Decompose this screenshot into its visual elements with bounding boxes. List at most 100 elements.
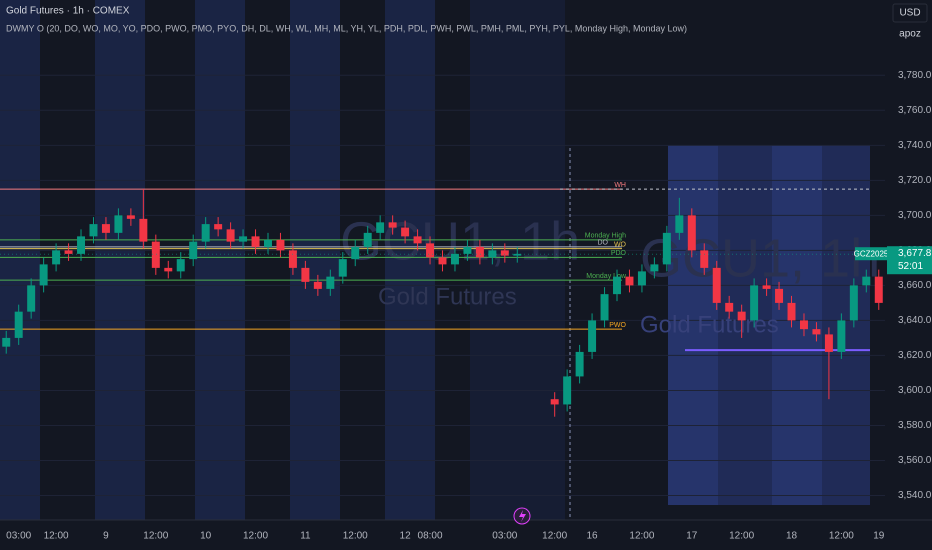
candle-body [874, 276, 883, 303]
candle-body [326, 276, 335, 289]
candle-body [264, 239, 272, 247]
candle-body [164, 267, 173, 272]
user-label: apoz [899, 29, 921, 40]
candle-body [775, 288, 784, 303]
level-label: PWO [609, 322, 626, 329]
candle-body [388, 222, 397, 228]
candle-body [812, 329, 821, 335]
candle-body [64, 250, 73, 254]
level-label: Monday Low [586, 273, 627, 280]
y-tick-label: 3,660.0 [898, 280, 932, 291]
chart-title: Gold Futures · 1h · COMEX [6, 6, 130, 17]
candle-body [762, 285, 771, 289]
y-tick-label: 3,600.0 [898, 385, 932, 396]
x-tick-label: 03:00 [492, 531, 517, 542]
candle-body [750, 285, 759, 321]
watermark: GCU1, 1h [640, 228, 880, 288]
countdown: 52:01 [898, 261, 923, 272]
currency[interactable]: USD [899, 8, 920, 19]
candle-body [575, 351, 584, 377]
y-tick-label: 3,720.0 [898, 175, 932, 186]
candle-body [613, 276, 621, 295]
watermark: Gold Futures [378, 283, 517, 310]
symbol-tag-bg [855, 247, 887, 261]
candle-body [126, 215, 135, 219]
candle-body [151, 241, 160, 268]
y-tick-label: 3,700.0 [898, 210, 932, 221]
candle-body [725, 302, 734, 312]
candle-body [700, 250, 709, 268]
candle-body [862, 276, 871, 286]
candle-body [338, 259, 347, 277]
x-tick-label: 12:00 [44, 531, 69, 542]
candle-body [675, 215, 684, 233]
candle-body [662, 232, 671, 265]
grid [0, 74, 885, 496]
last-price: 3,677.8 [898, 248, 932, 259]
candle-body [438, 257, 447, 265]
candle-body [787, 302, 796, 321]
candle-body [625, 276, 634, 286]
candle-body [463, 246, 472, 254]
x-tick-label: 12:00 [243, 531, 268, 542]
y-tick-label: 3,560.0 [898, 455, 932, 466]
candle-body [288, 250, 297, 268]
y-tick-label: 3,780.0 [898, 70, 932, 81]
candle-body [351, 246, 360, 260]
indicator-label: DWMY O (20, DO, WO, MO, YO, PDO, PWO, PM… [6, 23, 687, 33]
candle-body [14, 311, 23, 338]
event-icon-bolt [519, 510, 526, 522]
y-tick-label: 3,740.0 [898, 140, 932, 151]
candle-body [251, 236, 260, 247]
price-axis [885, 0, 932, 550]
session-band [290, 0, 340, 520]
x-tick-label: 12:00 [343, 531, 368, 542]
candle-body [500, 250, 509, 256]
x-tick-label: 19 [873, 531, 885, 542]
symbol-tag: GCZ2025 [854, 249, 889, 258]
candle-body [101, 224, 110, 233]
x-tick-label: 12:00 [143, 531, 168, 542]
level-label: WO [614, 241, 627, 248]
candle-body [2, 337, 11, 347]
session-band [385, 0, 435, 520]
candle-body [588, 320, 597, 352]
x-tick-label: 12:00 [729, 531, 754, 542]
y-tick-label: 3,540.0 [898, 490, 932, 501]
candle-body [313, 281, 322, 289]
x-tick-label: 18 [786, 531, 798, 542]
session-band [0, 0, 40, 520]
price-tag-bg [887, 246, 932, 275]
candle-body [27, 285, 36, 312]
y-tick-label: 3,620.0 [898, 350, 932, 361]
candle-body [712, 267, 721, 303]
candle-body [139, 218, 148, 242]
session-band [195, 0, 245, 520]
candle-body [837, 320, 846, 352]
candle-body [824, 334, 833, 352]
session-bands [0, 0, 870, 520]
candle-body [52, 250, 61, 265]
candle-body [176, 259, 185, 272]
candle-body [737, 311, 746, 321]
candle-body [650, 264, 659, 272]
x-tick-label: 11 [300, 531, 311, 542]
x-tick-label: 08:00 [418, 531, 443, 542]
candle-body [77, 236, 86, 254]
x-tick-label: 12:00 [629, 531, 654, 542]
candle-body [89, 224, 98, 237]
candle-body [849, 285, 858, 321]
session-band [668, 145, 718, 505]
x-tick-label: 12 [400, 531, 412, 542]
candle-body [401, 227, 410, 237]
candle-body [226, 229, 235, 242]
candle-body [214, 224, 223, 230]
session-band [772, 145, 822, 505]
candle-body [201, 224, 210, 242]
candle-body [450, 253, 459, 265]
candle-body [413, 236, 422, 244]
watermark: GCU1, 1h [340, 211, 580, 271]
currency-button[interactable] [892, 3, 928, 23]
x-tick-label: 03:00 [6, 531, 31, 542]
